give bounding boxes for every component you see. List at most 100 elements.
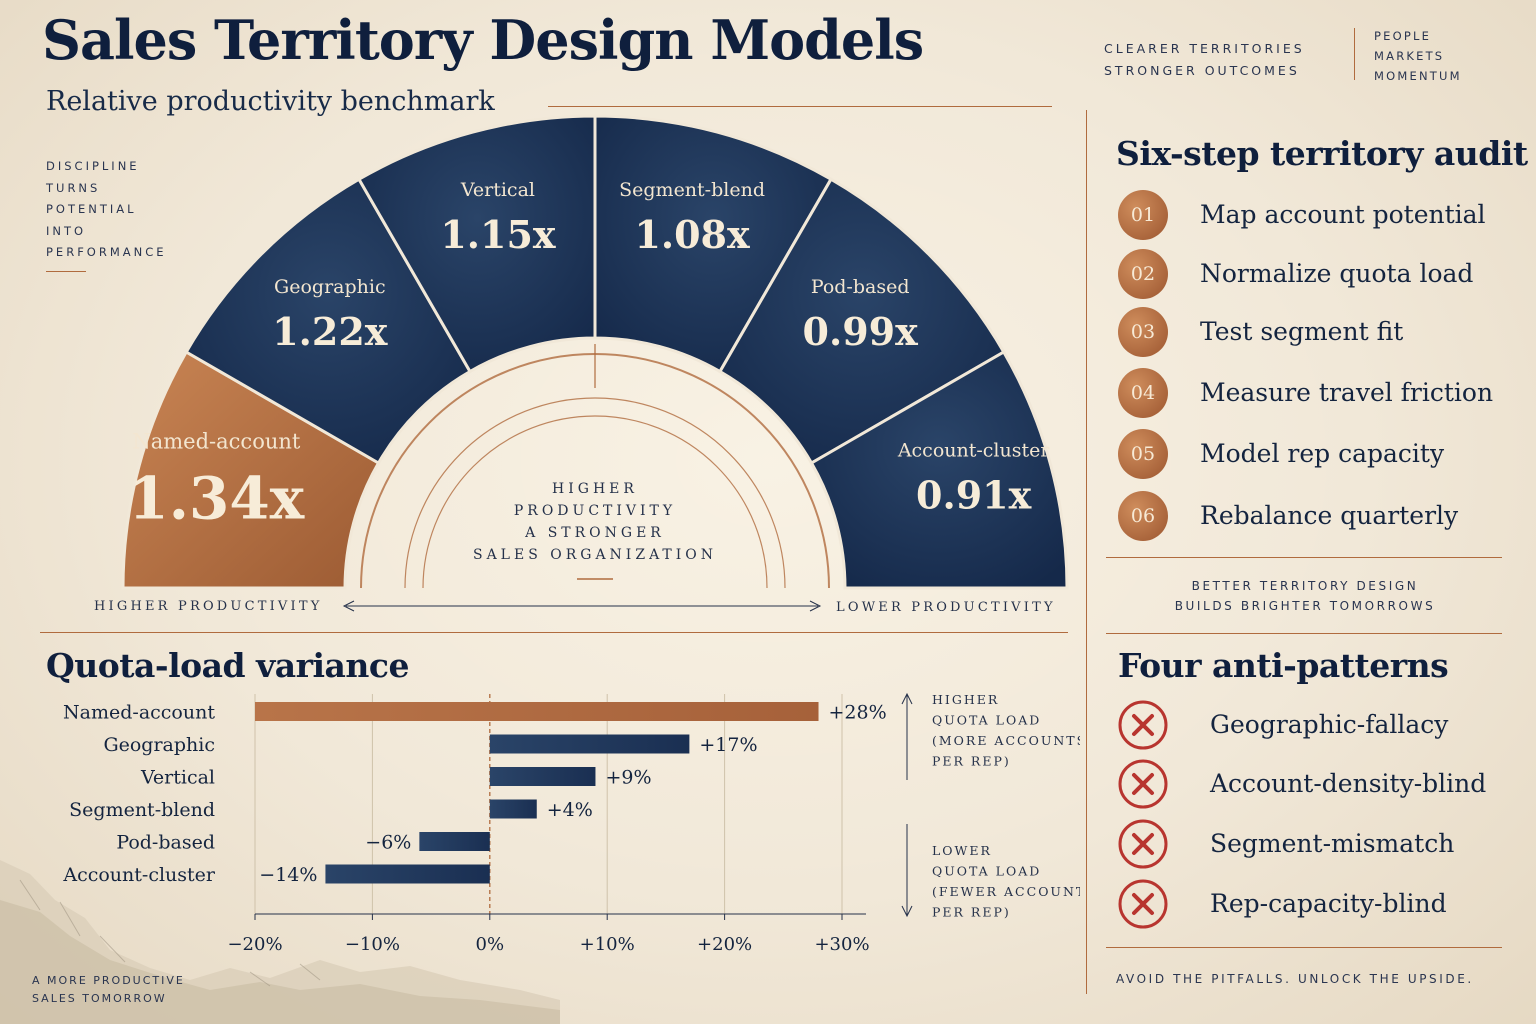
segment-label: Segment-blend	[619, 179, 765, 201]
productivity-semicircle-chart: Named-account 1.34x Geographic 1.22x Vertica…	[94, 114, 1069, 615]
segment-label: Vertical	[460, 179, 535, 201]
motto-word: INTO	[46, 223, 87, 238]
audit-title: Six-step territory audit	[1116, 134, 1528, 173]
anti-pattern-label: Account-density-blind	[1210, 769, 1487, 798]
audit-divider	[1106, 557, 1502, 558]
anti-divider-top	[1106, 633, 1502, 634]
step-number-badge: 01	[1118, 190, 1168, 240]
bar-value-label: +4%	[547, 799, 593, 821]
variance-bar	[489, 734, 690, 754]
header-tagline-right: PEOPLE MARKETS MOMENTUM	[1374, 26, 1462, 86]
step-label: Model rep capacity	[1200, 439, 1445, 468]
anti-pattern-label: Geographic-fallacy	[1210, 710, 1449, 739]
step-label: Map account potential	[1200, 200, 1486, 229]
center-caption-line: A STRONGER	[524, 525, 665, 541]
audit-footer-line: BETTER TERRITORY DESIGN	[1191, 579, 1419, 593]
category-label: Vertical	[140, 767, 215, 789]
x-tick-label: 0%	[476, 934, 505, 955]
x-tick-label: −10%	[345, 934, 400, 955]
motto-line: SALES TOMORROW	[32, 992, 167, 1005]
tagline-word: MOMENTUM	[1374, 69, 1462, 83]
center-caption-line: HIGHER	[552, 481, 638, 497]
step-label: Test segment fit	[1200, 317, 1404, 346]
axis-left-label: HIGHER PRODUCTIVITY	[94, 599, 323, 614]
higher-arrow-head	[901, 692, 913, 705]
x-circle-icon	[1118, 819, 1168, 869]
anti-patterns-title: Four anti-patterns	[1118, 646, 1449, 685]
variance-bar	[489, 767, 596, 786]
segment-value-label: 1.15x	[440, 212, 556, 257]
bar-value-label: −14%	[259, 864, 317, 886]
variance-bar	[489, 799, 537, 819]
bar-value-label: −6%	[365, 832, 411, 854]
tagline-line: STRONGER OUTCOMES	[1104, 63, 1300, 78]
category-label: Pod-based	[116, 832, 215, 854]
segment-value-label: 1.22x	[272, 309, 388, 354]
x-circle-icon	[1118, 879, 1168, 929]
variance-bar	[325, 864, 490, 884]
audit-footer-line: BUILDS BRIGHTER TOMORROWS	[1174, 599, 1436, 613]
anti-pattern-label: Segment-mismatch	[1210, 829, 1455, 858]
segment-value-label: 1.08x	[634, 212, 750, 257]
segment-value-label: 0.91x	[916, 473, 1032, 518]
page-title: Sales Territory Design Models	[42, 8, 924, 72]
motto-word: POTENTIAL	[46, 202, 137, 216]
quota-variance-title: Quota-load variance	[46, 646, 410, 685]
page-subtitle: Relative productivity benchmark	[46, 86, 495, 117]
step-label: Measure travel friction	[1200, 378, 1494, 407]
variance-bar	[419, 832, 490, 851]
segment-label: Pod-based	[811, 276, 910, 298]
category-label: Account-cluster	[62, 864, 216, 886]
tagline-divider	[1354, 28, 1355, 80]
segment-label: Named-account	[132, 430, 301, 454]
bottom-left-motto: A MORE PRODUCTIVE SALES TOMORROW	[32, 972, 185, 1008]
motto-word: TURNS	[46, 180, 101, 195]
inner-arc	[404, 397, 786, 589]
x-circle-icon	[1118, 700, 1168, 750]
higher-annotation-line: QUOTA LOAD	[932, 713, 1041, 728]
step-label: Rebalance quarterly	[1200, 501, 1459, 530]
anti-footer: AVOID THE PITFALLS. UNLOCK THE UPSIDE.	[1116, 972, 1474, 986]
x-tick-label: +10%	[580, 934, 635, 955]
x-tick-label: +30%	[814, 934, 869, 955]
motto-underline	[46, 271, 86, 272]
subtitle-divider	[548, 106, 1052, 107]
step-number-badge: 04	[1118, 368, 1168, 418]
side-motto: DISCIPLINE TURNS POTENTIAL INTO PERFORMA…	[46, 156, 167, 264]
x-tick-label: −20%	[227, 934, 282, 955]
lower-annotation-line: QUOTA LOAD	[932, 864, 1041, 879]
center-caption-line: PRODUCTIVITY	[514, 503, 676, 519]
tagline-word: MARKETS	[1374, 49, 1445, 63]
tagline-line: CLEARER TERRITORIES	[1104, 41, 1305, 56]
center-caption-line: SALES ORGANIZATION	[473, 547, 717, 563]
category-label: Named-account	[63, 702, 215, 724]
higher-annotation-line: (MORE ACCOUNTS	[932, 733, 1080, 748]
axis-right-label: LOWER PRODUCTIVITY	[836, 600, 1056, 615]
audit-footer: BETTER TERRITORY DESIGN BUILDS BRIGHTER …	[1100, 576, 1510, 616]
step-number-badge: 03	[1118, 307, 1168, 357]
inner-arc	[422, 415, 768, 589]
axis-arrow-left	[342, 600, 355, 612]
column-divider	[1086, 110, 1087, 994]
quota-variance-bar-chart: −20% −10% 0% +10% +20% +30% Named-account +28% G…	[62, 692, 1080, 955]
category-label: Geographic	[103, 734, 215, 756]
lower-arrow-head	[901, 905, 913, 918]
section-divider	[40, 632, 1068, 633]
segment-value-label: 0.99x	[803, 309, 919, 354]
axis-arrow-right	[809, 600, 822, 612]
segment-value-label: 1.34x	[128, 465, 304, 533]
lower-annotation-line: PER REP)	[932, 905, 1011, 920]
step-label: Normalize quota load	[1200, 259, 1474, 288]
motto-line: A MORE PRODUCTIVE	[32, 974, 185, 987]
lower-annotation-line: LOWER	[932, 843, 992, 858]
segment-label: Account-cluster	[897, 440, 1051, 462]
higher-annotation-line: HIGHER	[932, 692, 999, 707]
variance-bar	[255, 702, 819, 721]
step-number-badge: 02	[1118, 249, 1168, 299]
productivity-segment	[809, 349, 1069, 590]
x-tick-label: +20%	[697, 934, 752, 955]
bar-value-label: +28%	[829, 702, 887, 724]
step-number-badge: 05	[1118, 429, 1168, 479]
motto-word: DISCIPLINE	[46, 159, 140, 173]
